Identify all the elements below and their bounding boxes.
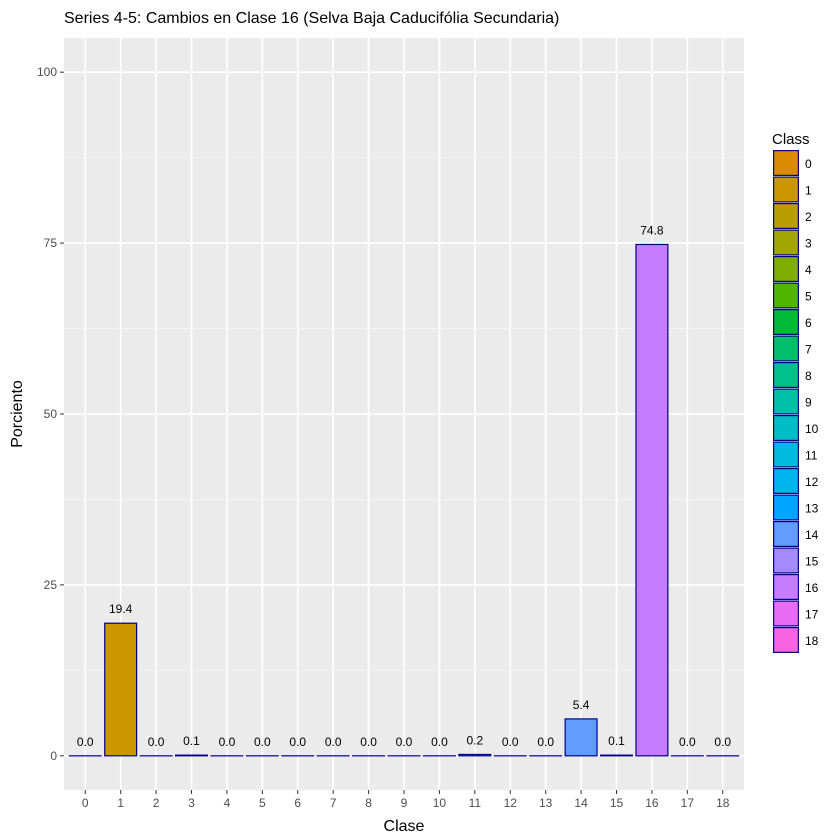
x-tick-label: 10 bbox=[433, 796, 447, 810]
data-label-1: 19.4 bbox=[109, 602, 133, 616]
bars bbox=[68, 243, 740, 757]
legend-label-1: 1 bbox=[805, 184, 812, 198]
legend-label-15: 15 bbox=[805, 555, 819, 569]
data-label-18: 0.0 bbox=[714, 735, 731, 749]
legend-label-17: 17 bbox=[805, 608, 819, 622]
x-tick-label: 7 bbox=[330, 796, 337, 810]
x-tick-label: 16 bbox=[645, 796, 659, 810]
x-tick-label: 8 bbox=[365, 796, 372, 810]
x-tick-label: 2 bbox=[153, 796, 160, 810]
legend-swatch-14 bbox=[772, 520, 799, 547]
data-label-8: 0.0 bbox=[360, 735, 377, 749]
x-tick-label: 9 bbox=[401, 796, 408, 810]
legend-swatch-9 bbox=[772, 388, 799, 415]
legend-label-13: 13 bbox=[805, 502, 819, 516]
data-label-12: 0.0 bbox=[502, 735, 519, 749]
legend-swatch-16 bbox=[772, 573, 799, 600]
legend-label-10: 10 bbox=[805, 422, 819, 436]
legend-swatch-6 bbox=[772, 309, 799, 336]
legend-label-16: 16 bbox=[805, 581, 819, 595]
data-label-14: 5.4 bbox=[573, 698, 590, 712]
legend-swatch-4 bbox=[772, 256, 799, 283]
x-tick-label: 18 bbox=[716, 796, 730, 810]
bar-14 bbox=[564, 718, 598, 757]
legend-label-6: 6 bbox=[805, 316, 812, 330]
x-tick-label: 13 bbox=[539, 796, 553, 810]
legend-swatch-3 bbox=[772, 229, 799, 256]
x-tick-label: 1 bbox=[117, 796, 124, 810]
y-axis-title: Porciento bbox=[9, 380, 26, 448]
data-label-11: 0.2 bbox=[466, 733, 483, 747]
legend-swatch-8 bbox=[772, 362, 799, 389]
legend-swatch-5 bbox=[772, 282, 799, 309]
x-tick-label: 3 bbox=[188, 796, 195, 810]
y-tick-label: 25 bbox=[44, 578, 58, 592]
x-tick-label: 5 bbox=[259, 796, 266, 810]
bar-16 bbox=[635, 243, 669, 757]
data-label-4: 0.0 bbox=[219, 735, 236, 749]
data-label-0: 0.0 bbox=[77, 735, 94, 749]
x-tick-label: 14 bbox=[574, 796, 588, 810]
legend-swatch-0 bbox=[772, 150, 799, 177]
data-label-15: 0.1 bbox=[608, 734, 625, 748]
legend-swatch-1 bbox=[772, 176, 799, 203]
legend-label-3: 3 bbox=[805, 237, 812, 251]
bar-1 bbox=[104, 622, 138, 757]
legend-swatch-7 bbox=[772, 335, 799, 362]
legend-label-7: 7 bbox=[805, 343, 812, 357]
legend-label-18: 18 bbox=[805, 634, 819, 648]
legend-swatch-12 bbox=[772, 468, 799, 495]
bar-15 bbox=[599, 754, 634, 757]
y-axis: 0 25 50 75 100 bbox=[37, 65, 64, 763]
legend-label-2: 2 bbox=[805, 210, 812, 224]
legend-label-14: 14 bbox=[805, 528, 819, 542]
legend-swatch-13 bbox=[772, 494, 799, 521]
data-label-5: 0.0 bbox=[254, 735, 271, 749]
legend-label-4: 4 bbox=[805, 263, 812, 277]
legend-label-9: 9 bbox=[805, 396, 812, 410]
legend-swatch-15 bbox=[772, 547, 799, 574]
legend-label-8: 8 bbox=[805, 369, 812, 383]
x-tick-label: 11 bbox=[469, 796, 482, 810]
x-tick-label: 4 bbox=[224, 796, 231, 810]
data-label-2: 0.0 bbox=[148, 735, 165, 749]
x-axis: 0 1 2 3 4 5 6 7 8 9 10 11 12 13 14 15 16 17 18 bbox=[82, 790, 730, 810]
data-label-9: 0.0 bbox=[396, 735, 413, 749]
chart-title: Series 4-5: Cambios en Clase 16 (Selva B… bbox=[64, 10, 559, 27]
data-label-16: 74.8 bbox=[640, 223, 664, 237]
x-tick-label: 15 bbox=[610, 796, 624, 810]
legend-swatch-17 bbox=[772, 600, 799, 627]
data-label-6: 0.0 bbox=[289, 735, 306, 749]
legend-label-11: 11 bbox=[805, 449, 818, 463]
x-tick-label: 0 bbox=[82, 796, 89, 810]
legend-swatch-10 bbox=[772, 415, 799, 442]
legend-swatch-11 bbox=[772, 441, 799, 468]
bar-11 bbox=[458, 753, 492, 757]
bar-3 bbox=[174, 754, 209, 757]
x-tick-label: 6 bbox=[294, 796, 301, 810]
legend-title: Class bbox=[772, 131, 810, 148]
data-labels: 0.0 19.4 0.0 0.1 0.0 0.0 0.0 0.0 0.0 0.0 0.0 0.2 0.0… bbox=[77, 223, 732, 748]
legend-label-5: 5 bbox=[805, 290, 812, 304]
y-tick-label: 100 bbox=[37, 65, 57, 79]
legend-label-12: 12 bbox=[805, 475, 819, 489]
legend-label-0: 0 bbox=[805, 157, 812, 171]
data-label-13: 0.0 bbox=[537, 735, 554, 749]
y-tick-label: 0 bbox=[50, 749, 57, 763]
legend-swatch-2 bbox=[772, 203, 799, 230]
x-axis-title: Clase bbox=[384, 818, 425, 835]
data-label-10: 0.0 bbox=[431, 735, 448, 749]
data-label-17: 0.0 bbox=[679, 735, 696, 749]
data-label-3: 0.1 bbox=[183, 734, 200, 748]
x-tick-label: 17 bbox=[681, 796, 695, 810]
y-tick-label: 75 bbox=[44, 236, 58, 250]
y-tick-label: 50 bbox=[44, 407, 58, 421]
legend-swatch-18 bbox=[772, 626, 799, 653]
x-tick-label: 12 bbox=[504, 796, 518, 810]
data-label-7: 0.0 bbox=[325, 735, 342, 749]
